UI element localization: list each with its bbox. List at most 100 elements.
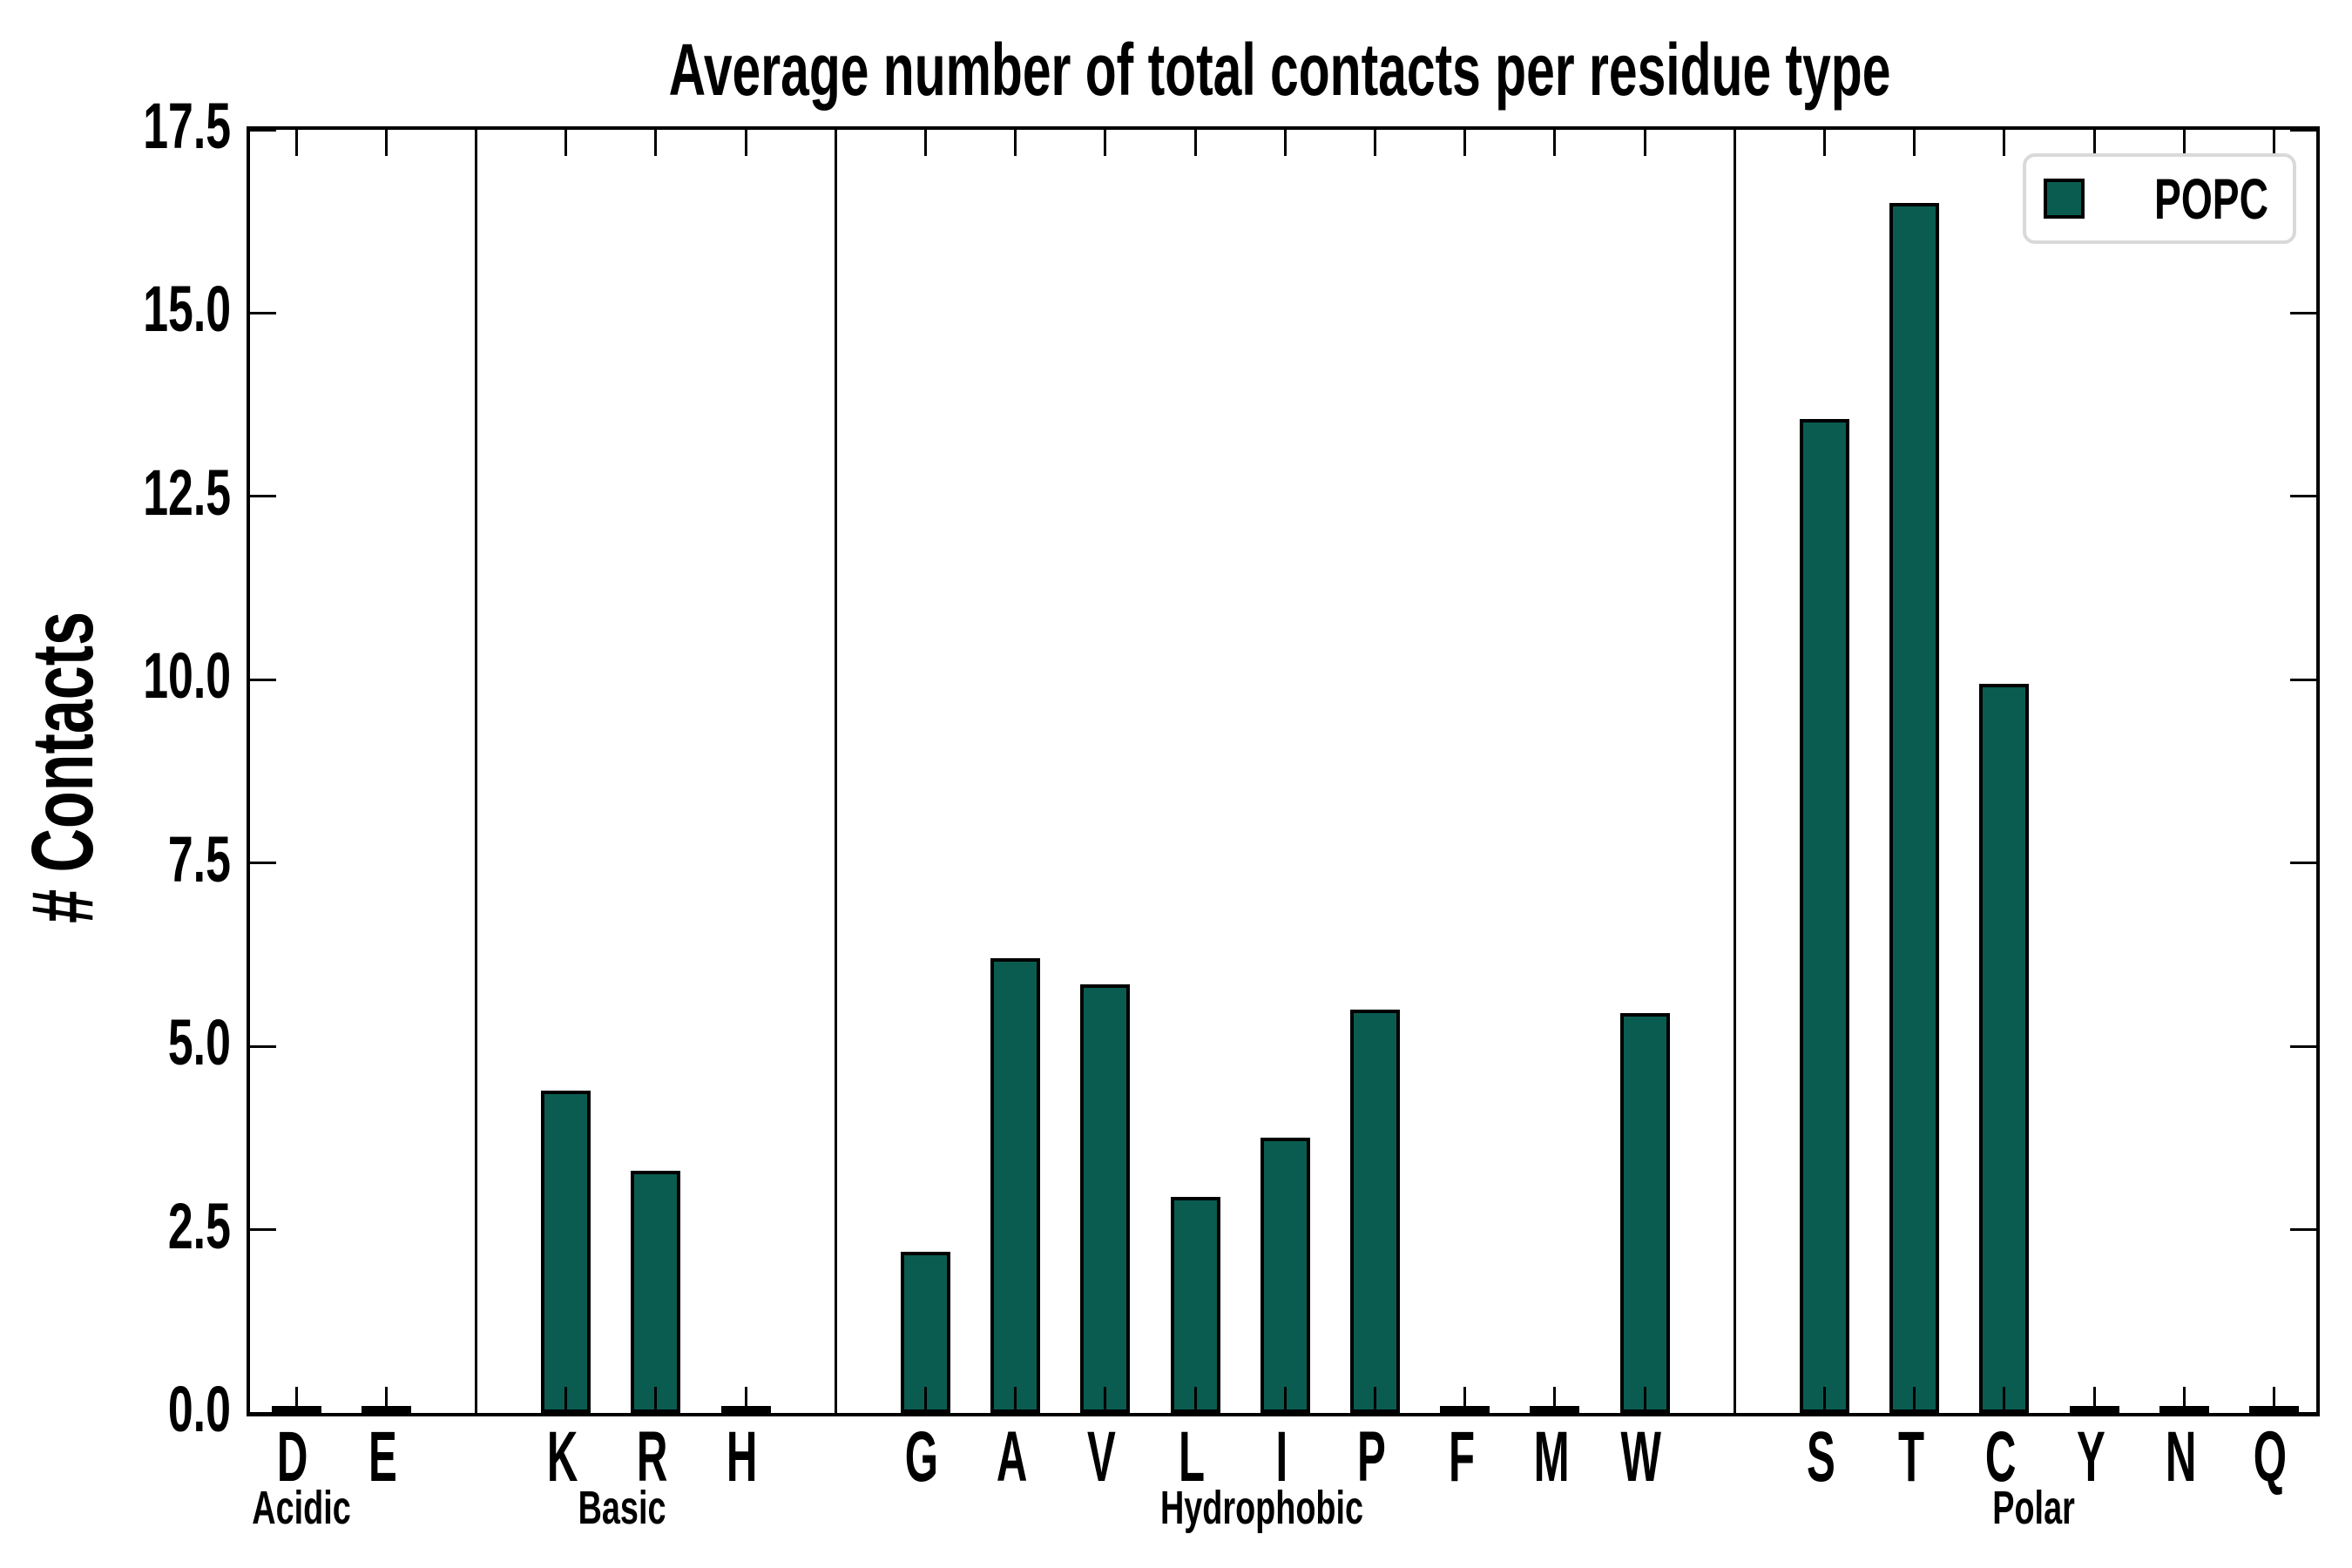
y-tick bbox=[2290, 1228, 2316, 1232]
x-tick bbox=[564, 1387, 568, 1413]
bar-V bbox=[1080, 983, 1131, 1413]
x-tick bbox=[654, 130, 658, 156]
x-tick-label: A bbox=[960, 1422, 1064, 1493]
y-tick bbox=[250, 1044, 276, 1048]
group-label: Polar bbox=[1816, 1484, 2252, 1531]
x-tick-label: S bbox=[1768, 1422, 1873, 1493]
y-tick bbox=[2290, 495, 2316, 498]
x-tick-label: K bbox=[510, 1422, 615, 1493]
x-tick-label-text: E bbox=[368, 1417, 397, 1497]
x-tick-label-text: G bbox=[905, 1417, 939, 1497]
x-tick-label: Y bbox=[2038, 1422, 2143, 1493]
y-tick bbox=[2290, 128, 2316, 132]
y-tick bbox=[250, 495, 276, 498]
bar-L bbox=[1170, 1196, 1220, 1413]
x-tick bbox=[1283, 1387, 1287, 1413]
x-tick bbox=[1553, 130, 1557, 156]
x-tick-label-text: P bbox=[1356, 1417, 1386, 1497]
y-tick-label-text: 7.5 bbox=[167, 822, 231, 896]
x-tick bbox=[1104, 1387, 1107, 1413]
y-tick bbox=[2290, 1411, 2316, 1415]
x-tick bbox=[923, 130, 927, 156]
x-tick bbox=[2272, 1387, 2275, 1413]
x-tick-label: C bbox=[1949, 1422, 2053, 1493]
x-tick-label-text: L bbox=[1178, 1417, 1206, 1497]
x-tick-label: I bbox=[1229, 1422, 1334, 1493]
x-tick-label: Q bbox=[2218, 1422, 2322, 1493]
y-tick bbox=[250, 128, 276, 132]
x-tick-label-text: D bbox=[277, 1417, 308, 1497]
x-tick-label: H bbox=[690, 1422, 794, 1493]
x-tick bbox=[923, 1387, 927, 1413]
y-tick-label: 12.5 bbox=[0, 460, 231, 525]
legend-swatch-popc bbox=[2044, 179, 2085, 219]
x-tick bbox=[1463, 1387, 1467, 1413]
x-tick bbox=[294, 130, 298, 156]
x-tick bbox=[1104, 130, 1107, 156]
plot-area: POPC bbox=[247, 126, 2320, 1416]
x-tick-label: W bbox=[1589, 1422, 1693, 1493]
group-label: Basic bbox=[404, 1484, 840, 1531]
x-tick bbox=[1463, 130, 1467, 156]
x-tick bbox=[1913, 1387, 1916, 1413]
y-tick-label-text: 5.0 bbox=[167, 1006, 231, 1079]
x-tick bbox=[744, 130, 747, 156]
x-tick-label-text: A bbox=[996, 1417, 1028, 1497]
x-tick-label-text: R bbox=[637, 1417, 668, 1497]
x-tick bbox=[1283, 130, 1287, 156]
y-tick-label-text: 17.5 bbox=[143, 90, 231, 162]
x-tick-label: D bbox=[240, 1422, 345, 1493]
x-tick-label-text: K bbox=[546, 1417, 578, 1497]
x-tick-label-text: V bbox=[1087, 1417, 1117, 1497]
x-tick-label-text: H bbox=[727, 1417, 758, 1497]
x-tick bbox=[1643, 130, 1646, 156]
x-tick-label: P bbox=[1319, 1422, 1423, 1493]
x-tick-label-text: Q bbox=[2254, 1417, 2288, 1497]
x-tick-label: V bbox=[1050, 1422, 1154, 1493]
y-tick bbox=[250, 1411, 276, 1415]
x-tick-label-text: Y bbox=[2076, 1417, 2105, 1497]
group-separator bbox=[834, 130, 837, 1413]
x-tick bbox=[1643, 1387, 1646, 1413]
group-label-text: Hydrophobic bbox=[1159, 1482, 1363, 1534]
y-tick bbox=[250, 1228, 276, 1232]
x-tick bbox=[1913, 130, 1916, 156]
chart-title-text: Average number of total contacts per res… bbox=[668, 29, 1891, 111]
y-tick bbox=[2290, 678, 2316, 681]
bar-W bbox=[1619, 1013, 1670, 1413]
y-tick bbox=[2290, 311, 2316, 314]
chart-title: Average number of total contacts per res… bbox=[407, 33, 2153, 106]
x-tick-label: M bbox=[1499, 1422, 1604, 1493]
x-tick bbox=[2182, 1387, 2186, 1413]
x-tick-label: T bbox=[1859, 1422, 1963, 1493]
x-tick-label-text: I bbox=[1275, 1417, 1288, 1497]
y-tick-label-text: 0.0 bbox=[167, 1373, 231, 1445]
y-tick-label: 17.5 bbox=[0, 94, 231, 159]
x-tick bbox=[1373, 1387, 1376, 1413]
x-tick bbox=[1014, 130, 1017, 156]
y-tick bbox=[2290, 862, 2316, 865]
bar-T bbox=[1889, 203, 1940, 1413]
x-tick bbox=[2272, 130, 2275, 156]
group-label-text: Acidic bbox=[252, 1482, 351, 1534]
y-tick-label: 15.0 bbox=[0, 277, 231, 341]
x-tick-label: E bbox=[330, 1422, 435, 1493]
x-tick-label-text: M bbox=[1533, 1417, 1570, 1497]
y-tick bbox=[250, 678, 276, 681]
x-tick bbox=[1822, 1387, 1826, 1413]
y-tick-label: 7.5 bbox=[0, 822, 231, 896]
x-tick-label: L bbox=[1139, 1422, 1244, 1493]
x-tick-label: N bbox=[2128, 1422, 2233, 1493]
x-tick bbox=[1822, 130, 1826, 156]
bar-R bbox=[631, 1171, 681, 1413]
x-tick bbox=[384, 130, 388, 156]
x-tick bbox=[1373, 130, 1376, 156]
y-tick-label-text: 2.5 bbox=[167, 1189, 231, 1262]
x-tick bbox=[2092, 130, 2096, 156]
bar-P bbox=[1349, 1010, 1400, 1413]
x-tick bbox=[2003, 1387, 2006, 1413]
group-label-text: Basic bbox=[578, 1482, 666, 1534]
x-tick bbox=[1193, 1387, 1197, 1413]
x-tick-label-text: T bbox=[1897, 1417, 1924, 1497]
x-tick bbox=[384, 1387, 388, 1413]
